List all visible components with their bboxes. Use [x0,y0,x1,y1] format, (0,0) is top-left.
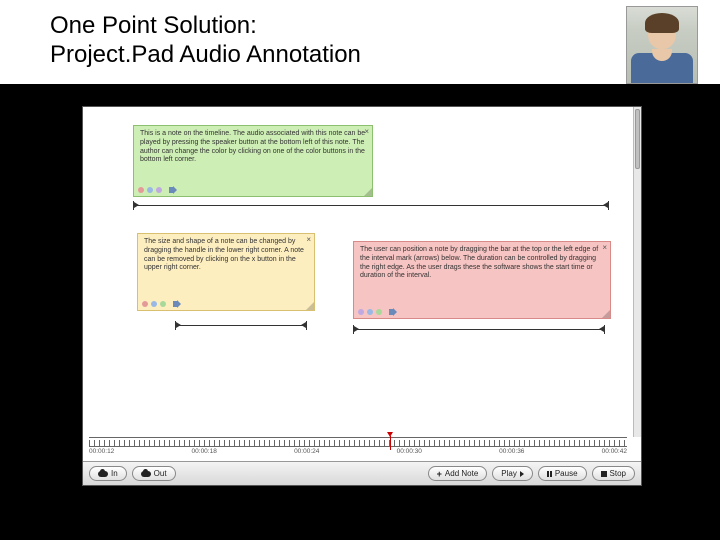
close-icon[interactable]: × [602,243,607,253]
color-dot-icon[interactable] [142,301,148,307]
note-yellow[interactable]: × The size and shape of a note can be ch… [137,233,315,311]
title-line-2: Project.Pad Audio Annotation [50,41,361,68]
annotation-canvas[interactable]: × This is a note on the timeline. The au… [83,107,633,437]
button-label: Out [154,469,167,478]
timeline-label: 00:00:18 [192,448,217,455]
color-dot-icon[interactable] [147,187,153,193]
speaker-icon[interactable] [169,186,179,194]
avatar [626,6,698,84]
note-controls [358,308,399,316]
note-text: This is a note on the timeline. The audi… [140,130,366,165]
pause-button[interactable]: Pause [538,466,587,481]
timeline[interactable]: 00:00:12 00:00:18 00:00:24 00:00:30 00:0… [83,437,633,461]
note-controls [138,186,179,194]
note-text: The user can position a note by dragging… [360,246,604,281]
speaker-icon[interactable] [389,308,399,316]
interval-marker[interactable] [175,325,307,345]
add-note-button[interactable]: +Add Note [428,466,488,481]
vertical-scrollbar[interactable] [633,107,641,437]
speaker-icon[interactable] [173,300,183,308]
timeline-label: 00:00:36 [499,448,524,455]
close-icon[interactable]: × [364,127,369,137]
timeline-label: 00:00:30 [397,448,422,455]
page-title: One Point Solution: Project.Pad Audio An… [50,12,670,70]
note-text: The size and shape of a note can be chan… [144,238,308,273]
scrollbar-thumb[interactable] [635,109,640,169]
timeline-label: 00:00:12 [89,448,114,455]
resize-handle-icon[interactable] [602,310,610,318]
play-icon [520,471,524,477]
app-window: × This is a note on the timeline. The au… [82,106,642,486]
timeline-ruler[interactable] [89,437,627,447]
stop-icon [601,471,607,477]
color-dot-icon[interactable] [151,301,157,307]
title-bar: One Point Solution: Project.Pad Audio An… [0,0,720,84]
button-label: Add Note [445,469,478,478]
note-controls [142,300,183,308]
color-dot-icon[interactable] [376,309,382,315]
resize-handle-icon[interactable] [306,302,314,310]
slide: One Point Solution: Project.Pad Audio An… [0,0,720,540]
stop-button[interactable]: Stop [592,466,635,481]
button-label: Play [501,469,517,478]
plus-icon: + [437,471,442,477]
pause-icon [547,471,552,477]
mark-in-button[interactable]: In [89,466,127,481]
color-dot-icon[interactable] [138,187,144,193]
color-dot-icon[interactable] [367,309,373,315]
button-label: Stop [610,469,626,478]
title-line-1: One Point Solution: [50,12,257,39]
note-green[interactable]: × This is a note on the timeline. The au… [133,125,373,197]
button-label: Pause [555,469,578,478]
interval-marker[interactable] [133,205,609,225]
interval-marker[interactable] [353,329,605,349]
timeline-label: 00:00:24 [294,448,319,455]
control-bar: In Out +Add Note Play Pause Stop [83,461,641,485]
play-button[interactable]: Play [492,466,533,481]
cloud-icon [98,471,108,477]
timeline-label: 00:00:42 [602,448,627,455]
resize-handle-icon[interactable] [364,188,372,196]
color-dot-icon[interactable] [156,187,162,193]
mark-out-button[interactable]: Out [132,466,176,481]
timeline-labels: 00:00:12 00:00:18 00:00:24 00:00:30 00:0… [89,448,627,455]
button-label: In [111,469,118,478]
cloud-icon [141,471,151,477]
color-dot-icon[interactable] [160,301,166,307]
color-dot-icon[interactable] [358,309,364,315]
note-pink[interactable]: × The user can position a note by draggi… [353,241,611,319]
close-icon[interactable]: × [306,235,311,245]
